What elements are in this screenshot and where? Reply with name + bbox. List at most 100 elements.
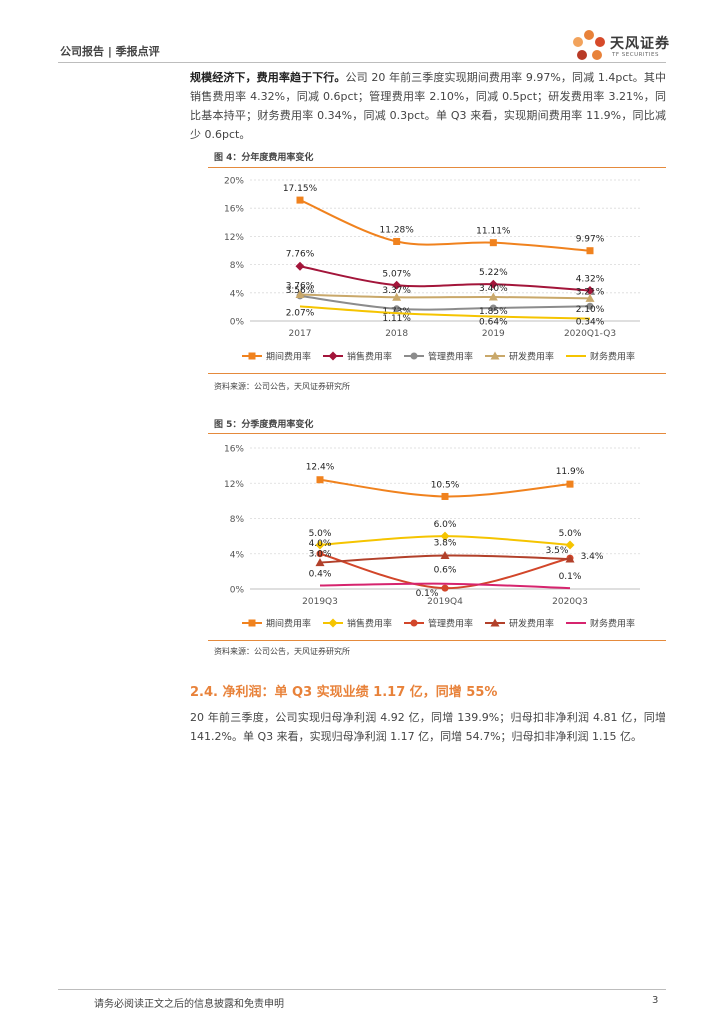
data-label: 10.5% [431,480,460,490]
data-point-2 [440,531,450,541]
y-tick-label: 8% [230,261,245,271]
figure-4-source: 资料来源：公司公告，天风证券研究所 [214,382,350,391]
net-profit-paragraph: 20 年前三季度，公司实现归母净利润 4.92 亿，同增 139.9%；归母扣非… [190,711,666,743]
footer-divider [58,989,666,990]
x-tick-label: 2020Q3 [552,597,588,607]
data-label: 3.21% [576,287,605,297]
y-tick-label: 0% [230,318,245,328]
x-tick-label: 2020Q1-Q3 [564,329,616,339]
report-type-label: 公司报告 | 季报点评 [60,45,160,58]
figure-5-chart: 16% 12% 8% 4% 0% 2019Q3 2019Q4 2020Q3 12.4% 10.5%… [224,445,640,630]
legend-label: 销售费用率 [347,618,392,630]
data-label: 0.64% [479,317,508,327]
data-label: 0.1% [559,572,582,582]
data-label: 7.76% [286,249,315,259]
data-point-3 [489,304,497,312]
figure-4-title: 图 4：分年度费用率变化 [214,153,314,163]
legend-label: 管理费用率 [428,618,473,630]
logo-text: 天风证券 [610,36,670,52]
legend-marker [328,618,338,628]
paragraph-lead: 规模经济下，费用率趋于下行。 [190,71,346,84]
data-point-4 [315,558,325,567]
legend-label: 期间费用率 [266,618,311,630]
data-label: 11.28% [380,225,415,235]
data-point-4 [392,292,402,301]
legend-marker [490,618,500,627]
y-tick-label: 12% [224,233,244,243]
data-label: 6.0% [434,520,457,530]
data-point-3 [586,302,594,310]
data-label: 3.40% [479,284,508,294]
expense-paragraph: 规模经济下，费用率趋于下行。公司 20 年前三季度实现期间费用率 9.97%，同… [190,68,666,144]
data-point-2 [585,286,595,296]
data-point-1 [441,492,449,500]
y-tick-label: 16% [224,445,244,455]
data-label: 17.15% [283,184,318,194]
legend-marker [410,352,418,360]
data-label: 4.32% [576,275,605,285]
legend-marker [490,351,500,360]
data-label: 3.5% [546,546,569,556]
data-label: 0.6% [434,566,457,576]
figure-4-chart: 20% 16% 12% 8% 4% 0% 2017 2018 2019 2020Q1-Q3 17.1… [224,177,640,363]
data-point-1 [566,480,574,488]
series-line-1 [299,199,591,252]
y-tick-label: 8% [230,515,245,525]
data-label: 3.8% [434,539,457,549]
chart-legend: 期间费用率 销售费用率 管理费用率 研发费用率 财务费用率 [242,351,635,363]
figure-4-bottom-rule [208,373,666,374]
figure-5-title: 图 5：分季度费用率变化 [214,420,314,430]
legend-label: 财务费用率 [590,351,635,363]
chart-legend: 期间费用率 销售费用率 管理费用率 研发费用率 财务费用率 [242,618,635,630]
paragraph-body: 公司 20 年前三季度实现期间费用率 9.97%，同减 1.4pct。其中销售费… [190,71,667,141]
data-label: 0.34% [576,318,605,328]
y-tick-label: 20% [224,177,244,187]
data-point-2 [295,261,305,271]
footer-disclaimer: 请务必阅读正文之后的信息披露和免责申明 [94,999,284,1010]
series-line-3 [299,294,591,311]
y-tick-label: 4% [230,289,245,299]
data-point-4 [585,293,595,302]
y-tick-label: 16% [224,205,244,215]
logo-subtext: TF SECURITIES [612,52,659,58]
data-point-4 [440,551,450,560]
data-label: 1.11% [382,314,411,324]
data-point-1 [489,239,497,247]
y-tick-label: 12% [224,480,244,490]
tf-securities-logo-icon [573,30,605,60]
legend-marker [328,351,338,361]
legend-label: 销售费用率 [347,351,392,363]
legend-label: 管理费用率 [428,351,473,363]
data-label: 2.07% [286,308,315,318]
data-label: 0.1% [416,589,439,599]
y-tick-label: 0% [230,586,245,596]
data-label: 5.22% [479,268,508,278]
data-label: 5.0% [559,529,582,539]
series-line-4 [299,293,591,300]
legend-label: 期间费用率 [266,351,311,363]
data-label: 5.0% [309,529,332,539]
legend-marker [410,619,418,627]
data-label: 3.37% [382,286,411,296]
x-tick-label: 2019Q3 [302,597,338,607]
legend-label: 研发费用率 [509,351,554,363]
data-label: 9.97% [576,235,605,245]
data-point-3 [316,550,324,558]
figure-5-source: 资料来源：公司公告，天风证券研究所 [214,647,350,656]
data-point-2 [315,540,325,550]
data-point-4 [488,292,498,301]
figure-5-top-rule [208,433,666,434]
data-label: 11.11% [476,227,511,237]
series-line-5 [299,305,591,320]
legend-label: 财务费用率 [590,618,635,630]
legend-label: 研发费用率 [509,618,554,630]
data-label: 3.4% [581,552,604,562]
header-divider [58,62,666,63]
legend-marker [248,619,256,627]
data-label: 12.4% [306,463,335,473]
data-point-2 [392,280,402,290]
data-label: 3.0% [309,550,332,560]
data-point-1 [393,237,401,245]
section-heading: 2.4. 净利润：单 Q3 实现业绩 1.17 亿，同增 55% [190,685,498,700]
data-point-2 [488,279,498,289]
